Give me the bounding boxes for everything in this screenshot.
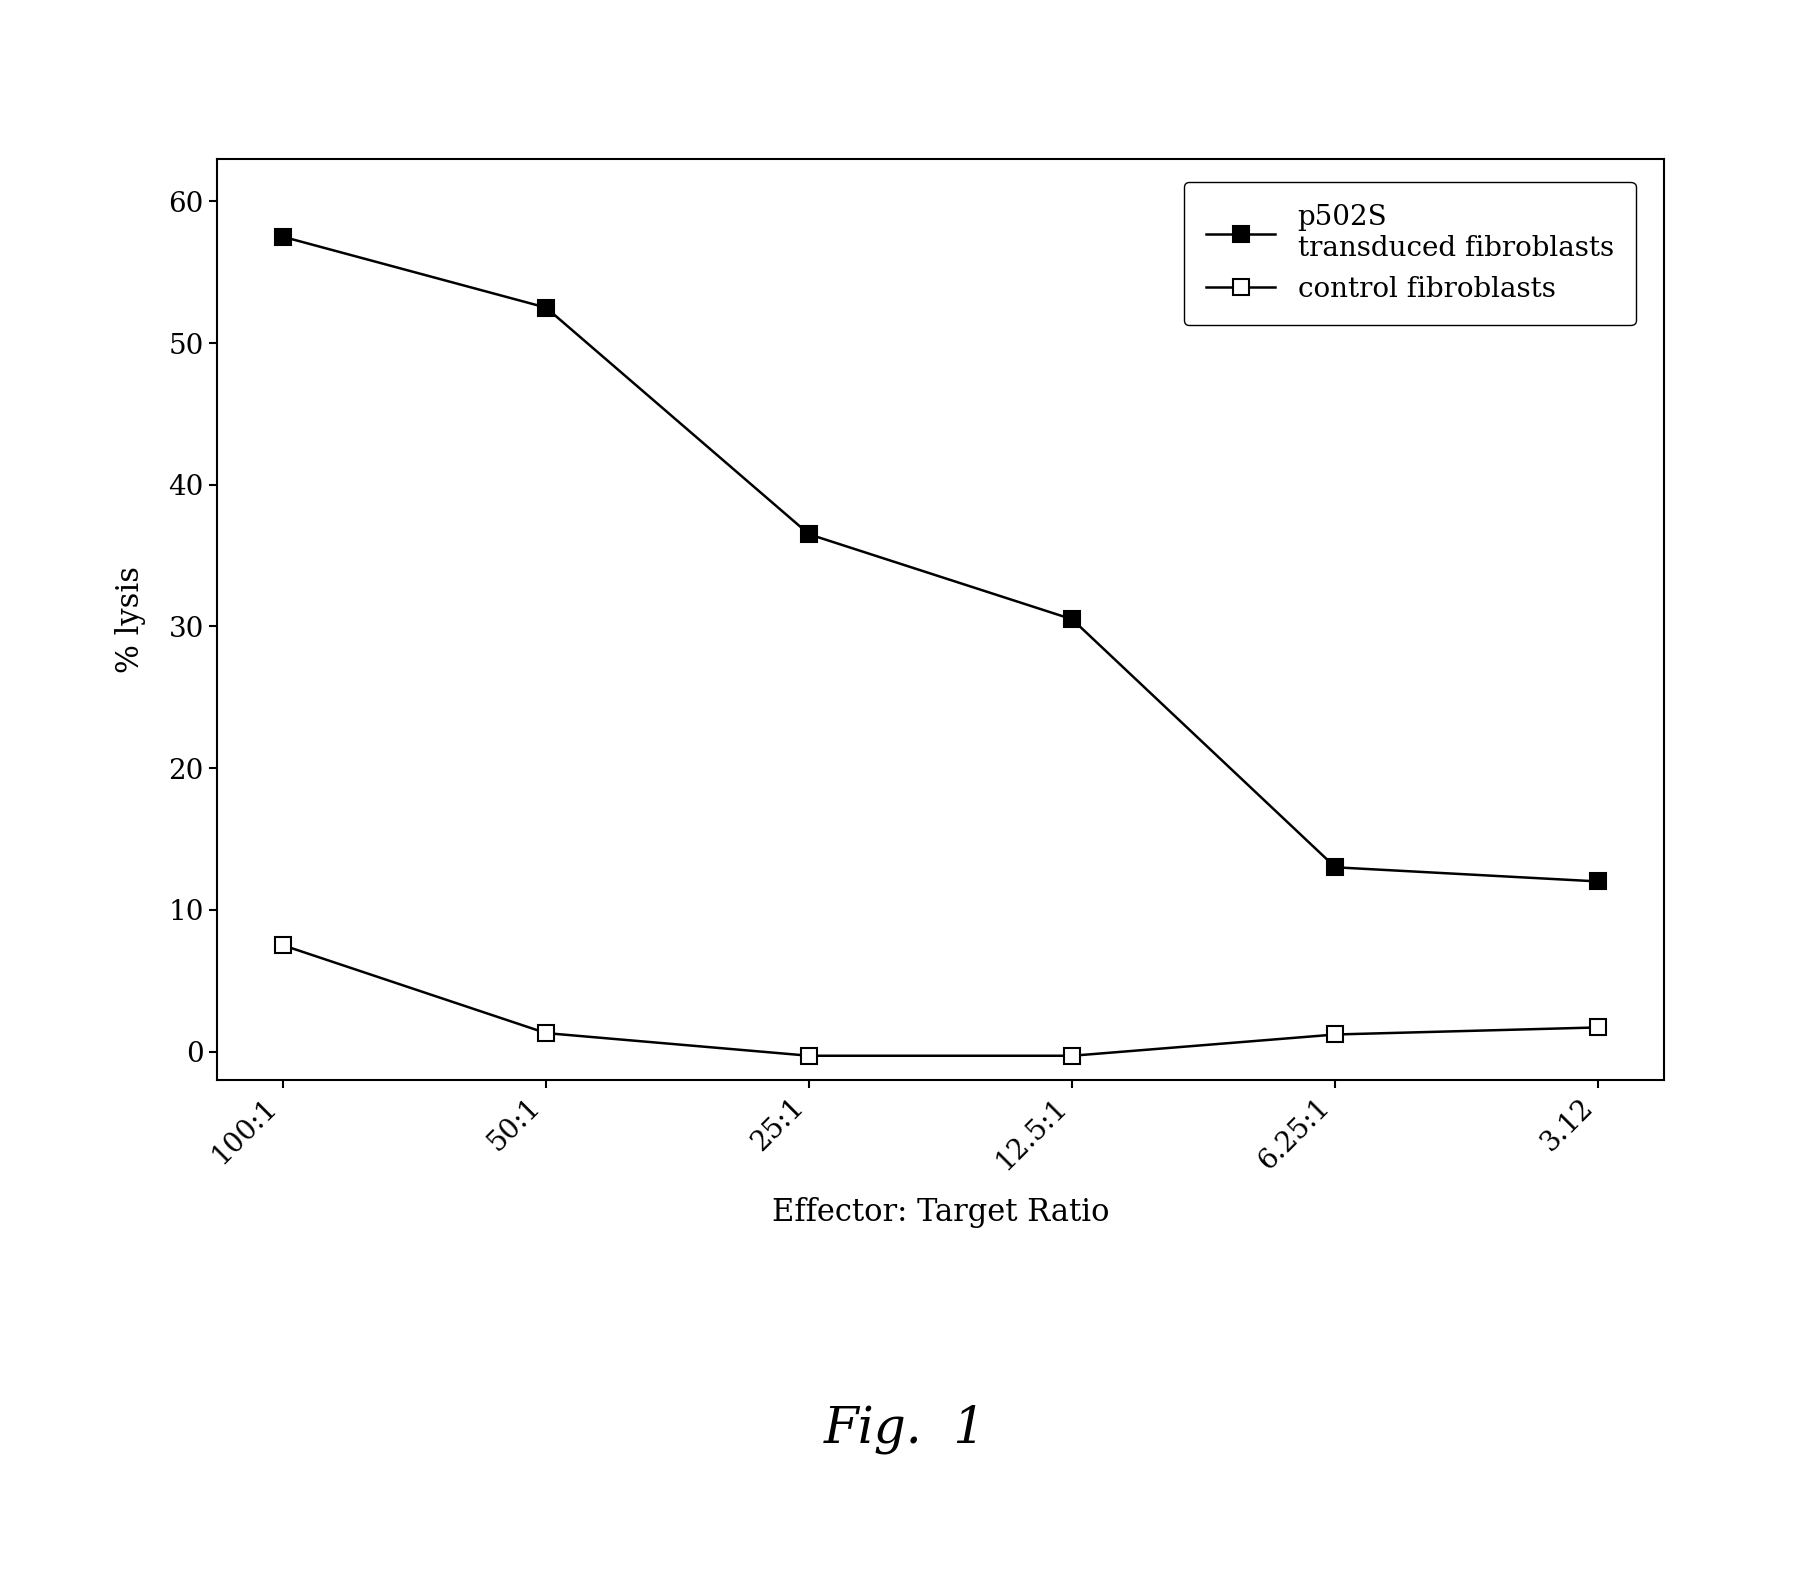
control fibroblasts (535, 1024, 557, 1043)
control fibroblasts (271, 935, 293, 954)
control fibroblasts (1324, 1024, 1346, 1043)
Text: Fig.  1: Fig. 1 (823, 1404, 986, 1455)
p502S
transduced fibroblasts (535, 299, 557, 318)
Line: p502S
transduced fibroblasts: p502S transduced fibroblasts (275, 229, 1606, 889)
control fibroblasts (1588, 1018, 1610, 1037)
p502S
transduced fibroblasts (798, 524, 819, 543)
Legend: p502S
transduced fibroblasts, control fibroblasts: p502S transduced fibroblasts, control fi… (1183, 183, 1635, 326)
X-axis label: Effector: Target Ratio: Effector: Target Ratio (772, 1197, 1109, 1228)
control fibroblasts (1062, 1046, 1084, 1066)
Y-axis label: % lysis: % lysis (116, 565, 147, 673)
p502S
transduced fibroblasts (271, 227, 293, 246)
control fibroblasts (798, 1046, 819, 1066)
p502S
transduced fibroblasts (1588, 872, 1610, 891)
Line: control fibroblasts: control fibroblasts (275, 937, 1606, 1064)
p502S
transduced fibroblasts (1062, 610, 1084, 629)
p502S
transduced fibroblasts (1324, 858, 1346, 877)
